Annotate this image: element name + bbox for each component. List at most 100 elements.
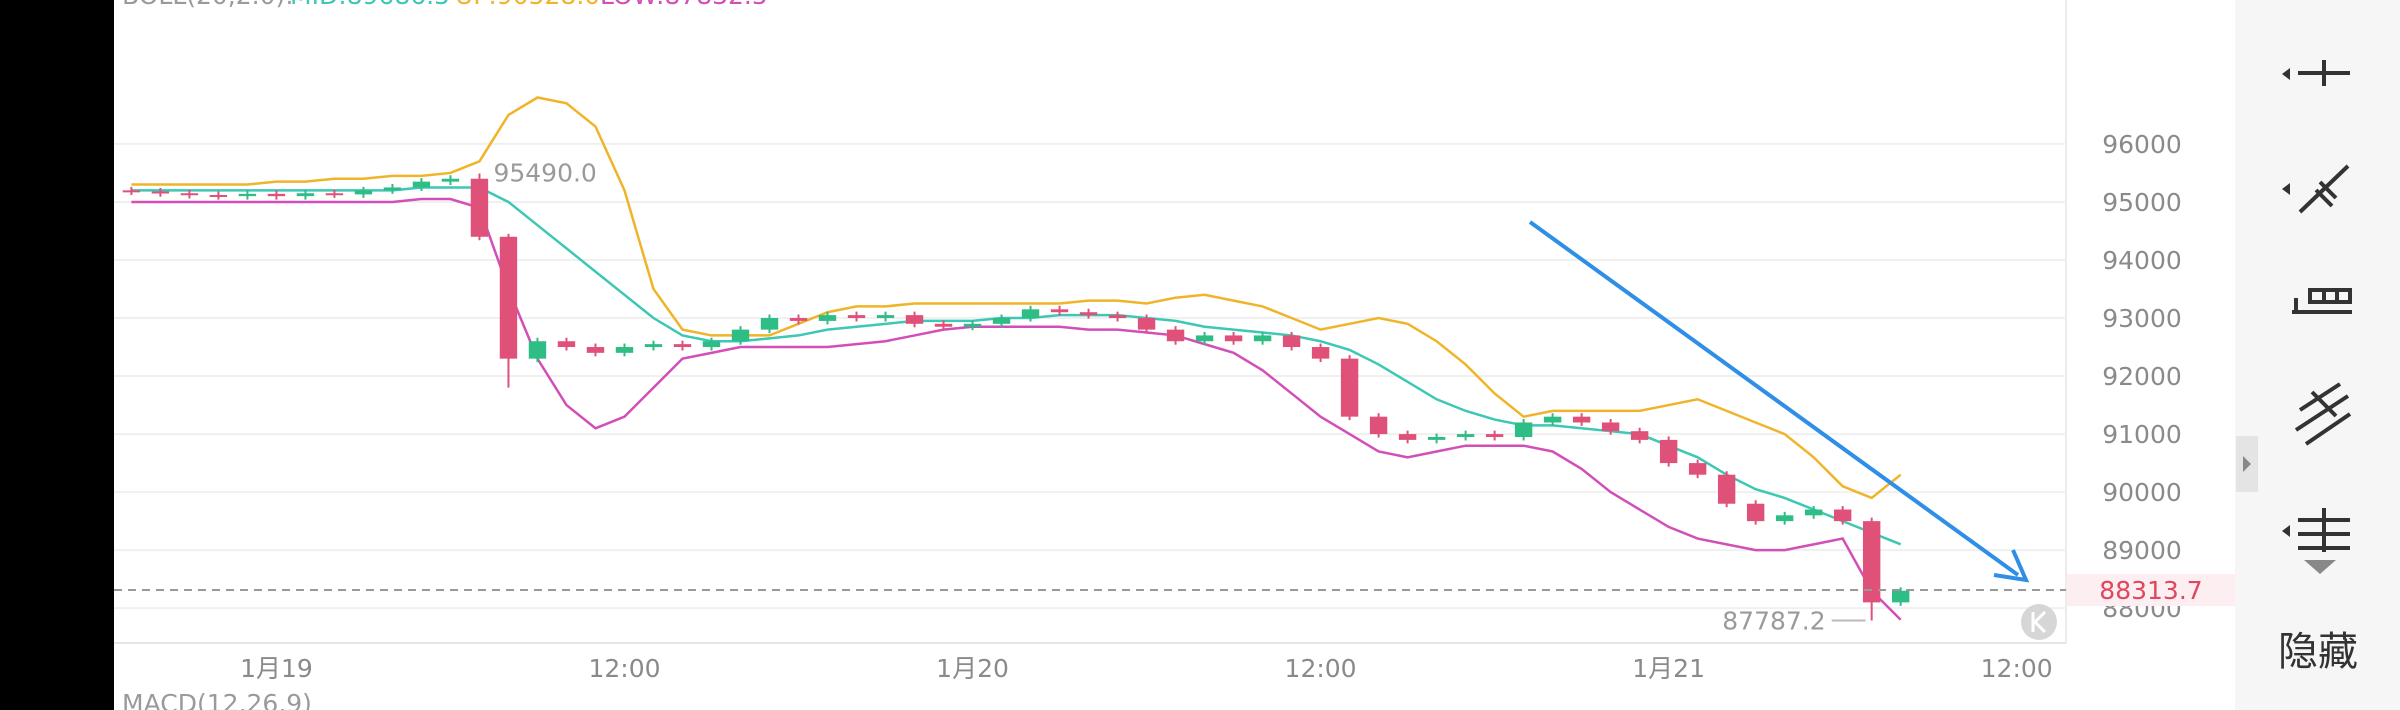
candle-body <box>1282 335 1301 348</box>
candle-body <box>1427 436 1446 440</box>
last-price-box <box>2067 573 2235 606</box>
candle-body <box>905 315 924 324</box>
candle-body <box>1050 309 1069 313</box>
candle-body <box>1543 416 1562 423</box>
y-tick-label: 93000 <box>2102 304 2182 333</box>
candle-body <box>702 341 721 348</box>
candle-body <box>1340 358 1359 417</box>
hide-button[interactable]: 隐藏 <box>2278 629 2358 675</box>
candle-body <box>1833 509 1852 522</box>
candle-body <box>1079 312 1098 316</box>
candle-body <box>644 344 663 348</box>
tool-channel[interactable] <box>2294 382 2352 446</box>
y-tick-label: 96000 <box>2102 130 2182 159</box>
logo-badge <box>2021 604 2057 640</box>
header-low: LOW:87832.5 <box>600 0 768 10</box>
candle-body <box>354 190 373 195</box>
candle-body <box>1398 434 1417 440</box>
trend-arrow <box>1528 220 2020 577</box>
candle-body <box>992 318 1011 324</box>
boll-band <box>131 197 1902 621</box>
header-indicator: BOLL(20,2.0): <box>122 0 294 10</box>
expand-arrow[interactable] <box>2304 560 2336 574</box>
candle-body <box>1717 474 1736 504</box>
macd-label: MACD(12,26,9) <box>122 689 312 710</box>
candle-body <box>1775 515 1794 522</box>
x-tick-label: 1月20 <box>936 654 1009 683</box>
trend-arrow-head <box>1993 549 2030 583</box>
x-tick-label: 12:00 <box>1285 654 1357 683</box>
candle-body <box>673 344 692 348</box>
candle-body <box>441 178 460 182</box>
candle-body <box>963 323 982 327</box>
candle-body <box>1572 416 1591 423</box>
plot: 8800089000900009100092000930009400095000… <box>114 96 2182 683</box>
candle-body <box>789 318 808 321</box>
candle-body <box>209 194 228 197</box>
candle-body <box>1253 335 1272 342</box>
x-tick-label: 1月21 <box>1632 654 1705 683</box>
tool-caret <box>2282 68 2290 80</box>
candle-body <box>122 190 141 193</box>
y-tick-label: 92000 <box>2102 362 2182 391</box>
tool-trend-line[interactable] <box>2298 164 2350 214</box>
candle-body <box>1369 416 1388 435</box>
header-mid: MID:89686.5 <box>290 0 450 10</box>
candle-body <box>470 178 489 237</box>
y-tick-label: 91000 <box>2102 420 2182 449</box>
candle-body <box>238 193 257 197</box>
candle-body <box>1862 521 1881 603</box>
candle-body <box>180 193 199 196</box>
indicator-header: BOLL(20,2.0): MID:89686.5 UP:90528.0 LOW… <box>122 0 768 10</box>
candle-body <box>383 187 402 191</box>
candle-body <box>296 193 315 197</box>
candle-body <box>1166 329 1185 342</box>
candle-body <box>499 236 518 359</box>
tool-fib[interactable] <box>2292 288 2352 314</box>
candle-body <box>1108 315 1127 319</box>
candle-body <box>615 347 634 353</box>
y-tick-label: 89000 <box>2102 536 2182 565</box>
last-price-label: 88313.7 <box>2099 576 2202 605</box>
header-up: UP:90528.0 <box>455 0 600 10</box>
candle-body <box>1804 509 1823 516</box>
candle-body <box>1659 439 1678 464</box>
y-tick-label: 90000 <box>2102 478 2182 507</box>
candle-body <box>731 329 750 342</box>
boll-band <box>131 96 1902 500</box>
candle-body <box>1485 434 1504 437</box>
candle-body <box>557 341 576 348</box>
collapse-arrow[interactable] <box>2243 456 2251 472</box>
candle-body <box>847 315 866 319</box>
candle-body <box>1456 434 1475 437</box>
tool-caret <box>2282 525 2290 537</box>
candle-body <box>818 315 837 321</box>
high-annotation: 95490.0 <box>493 159 596 188</box>
candle-body <box>1311 347 1330 359</box>
y-tick-label: 94000 <box>2102 246 2182 275</box>
candle-body <box>876 315 895 319</box>
candle-body <box>1021 309 1040 319</box>
candle-body <box>1224 335 1243 342</box>
x-tick-label: 12:00 <box>1981 654 2053 683</box>
logo-k <box>2031 610 2047 634</box>
candle-body <box>1688 463 1707 475</box>
candle-body <box>934 323 953 327</box>
candle-body <box>528 341 547 359</box>
boll-band <box>131 186 1902 546</box>
toolbar <box>2235 0 2400 710</box>
tool-parallel[interactable] <box>2298 508 2350 552</box>
candle-body <box>412 181 431 188</box>
candle-body <box>1137 318 1156 330</box>
candle-body <box>267 193 286 197</box>
low-annotation: 87787.2 <box>1722 607 1825 636</box>
tool-horizontal-line[interactable] <box>2298 60 2350 86</box>
candle-body <box>1514 422 1533 437</box>
y-tick-label: 95000 <box>2102 188 2182 217</box>
candle-body <box>1746 503 1765 522</box>
candle-body <box>325 193 344 196</box>
tool-icons <box>2282 60 2352 574</box>
tool-caret <box>2282 183 2290 195</box>
